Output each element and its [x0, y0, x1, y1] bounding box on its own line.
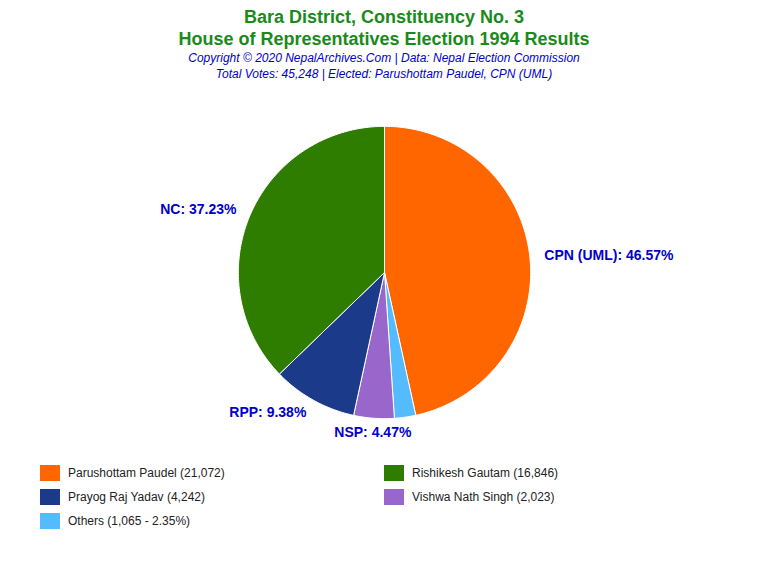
- html-text:Others (1,065 - 2.35%): Others (1,065 - 2.35%): [68, 514, 191, 528]
- svg-text:CPN (UML): 46.57%: CPN (UML): 46.57%: [544, 247, 674, 263]
- svg-text:NSP: 4.47%: NSP: 4.47%: [334, 424, 412, 440]
- html-text:Rishikesh Gautam (16,846): Rishikesh Gautam (16,846): [412, 466, 559, 480]
- html-text:Vishwa Nath Singh (2,023): Vishwa Nath Singh (2,023): [412, 490, 555, 504]
- svg-text:RPP: 9.38%: RPP: 9.38%: [229, 404, 307, 420]
- html-text:Copyright © 2020 NepalArchives: Copyright © 2020 NepalArchives.Com | Dat…: [188, 51, 580, 65]
- html-text:Bara District, Constituency No: Bara District, Constituency No. 3 House …: [178, 7, 590, 49]
- html-text:Total Votes: 45,248 | Elected:: Total Votes: 45,248 | Elected: Parushott…: [215, 67, 553, 81]
- html-text:Prayog Raj Yadav (4,242): Prayog Raj Yadav (4,242): [68, 490, 205, 504]
- svg-text:NC: 37.23%: NC: 37.23%: [160, 201, 237, 217]
- html-text:Parushottam Paudel (21,072): Parushottam Paudel (21,072): [68, 466, 225, 480]
